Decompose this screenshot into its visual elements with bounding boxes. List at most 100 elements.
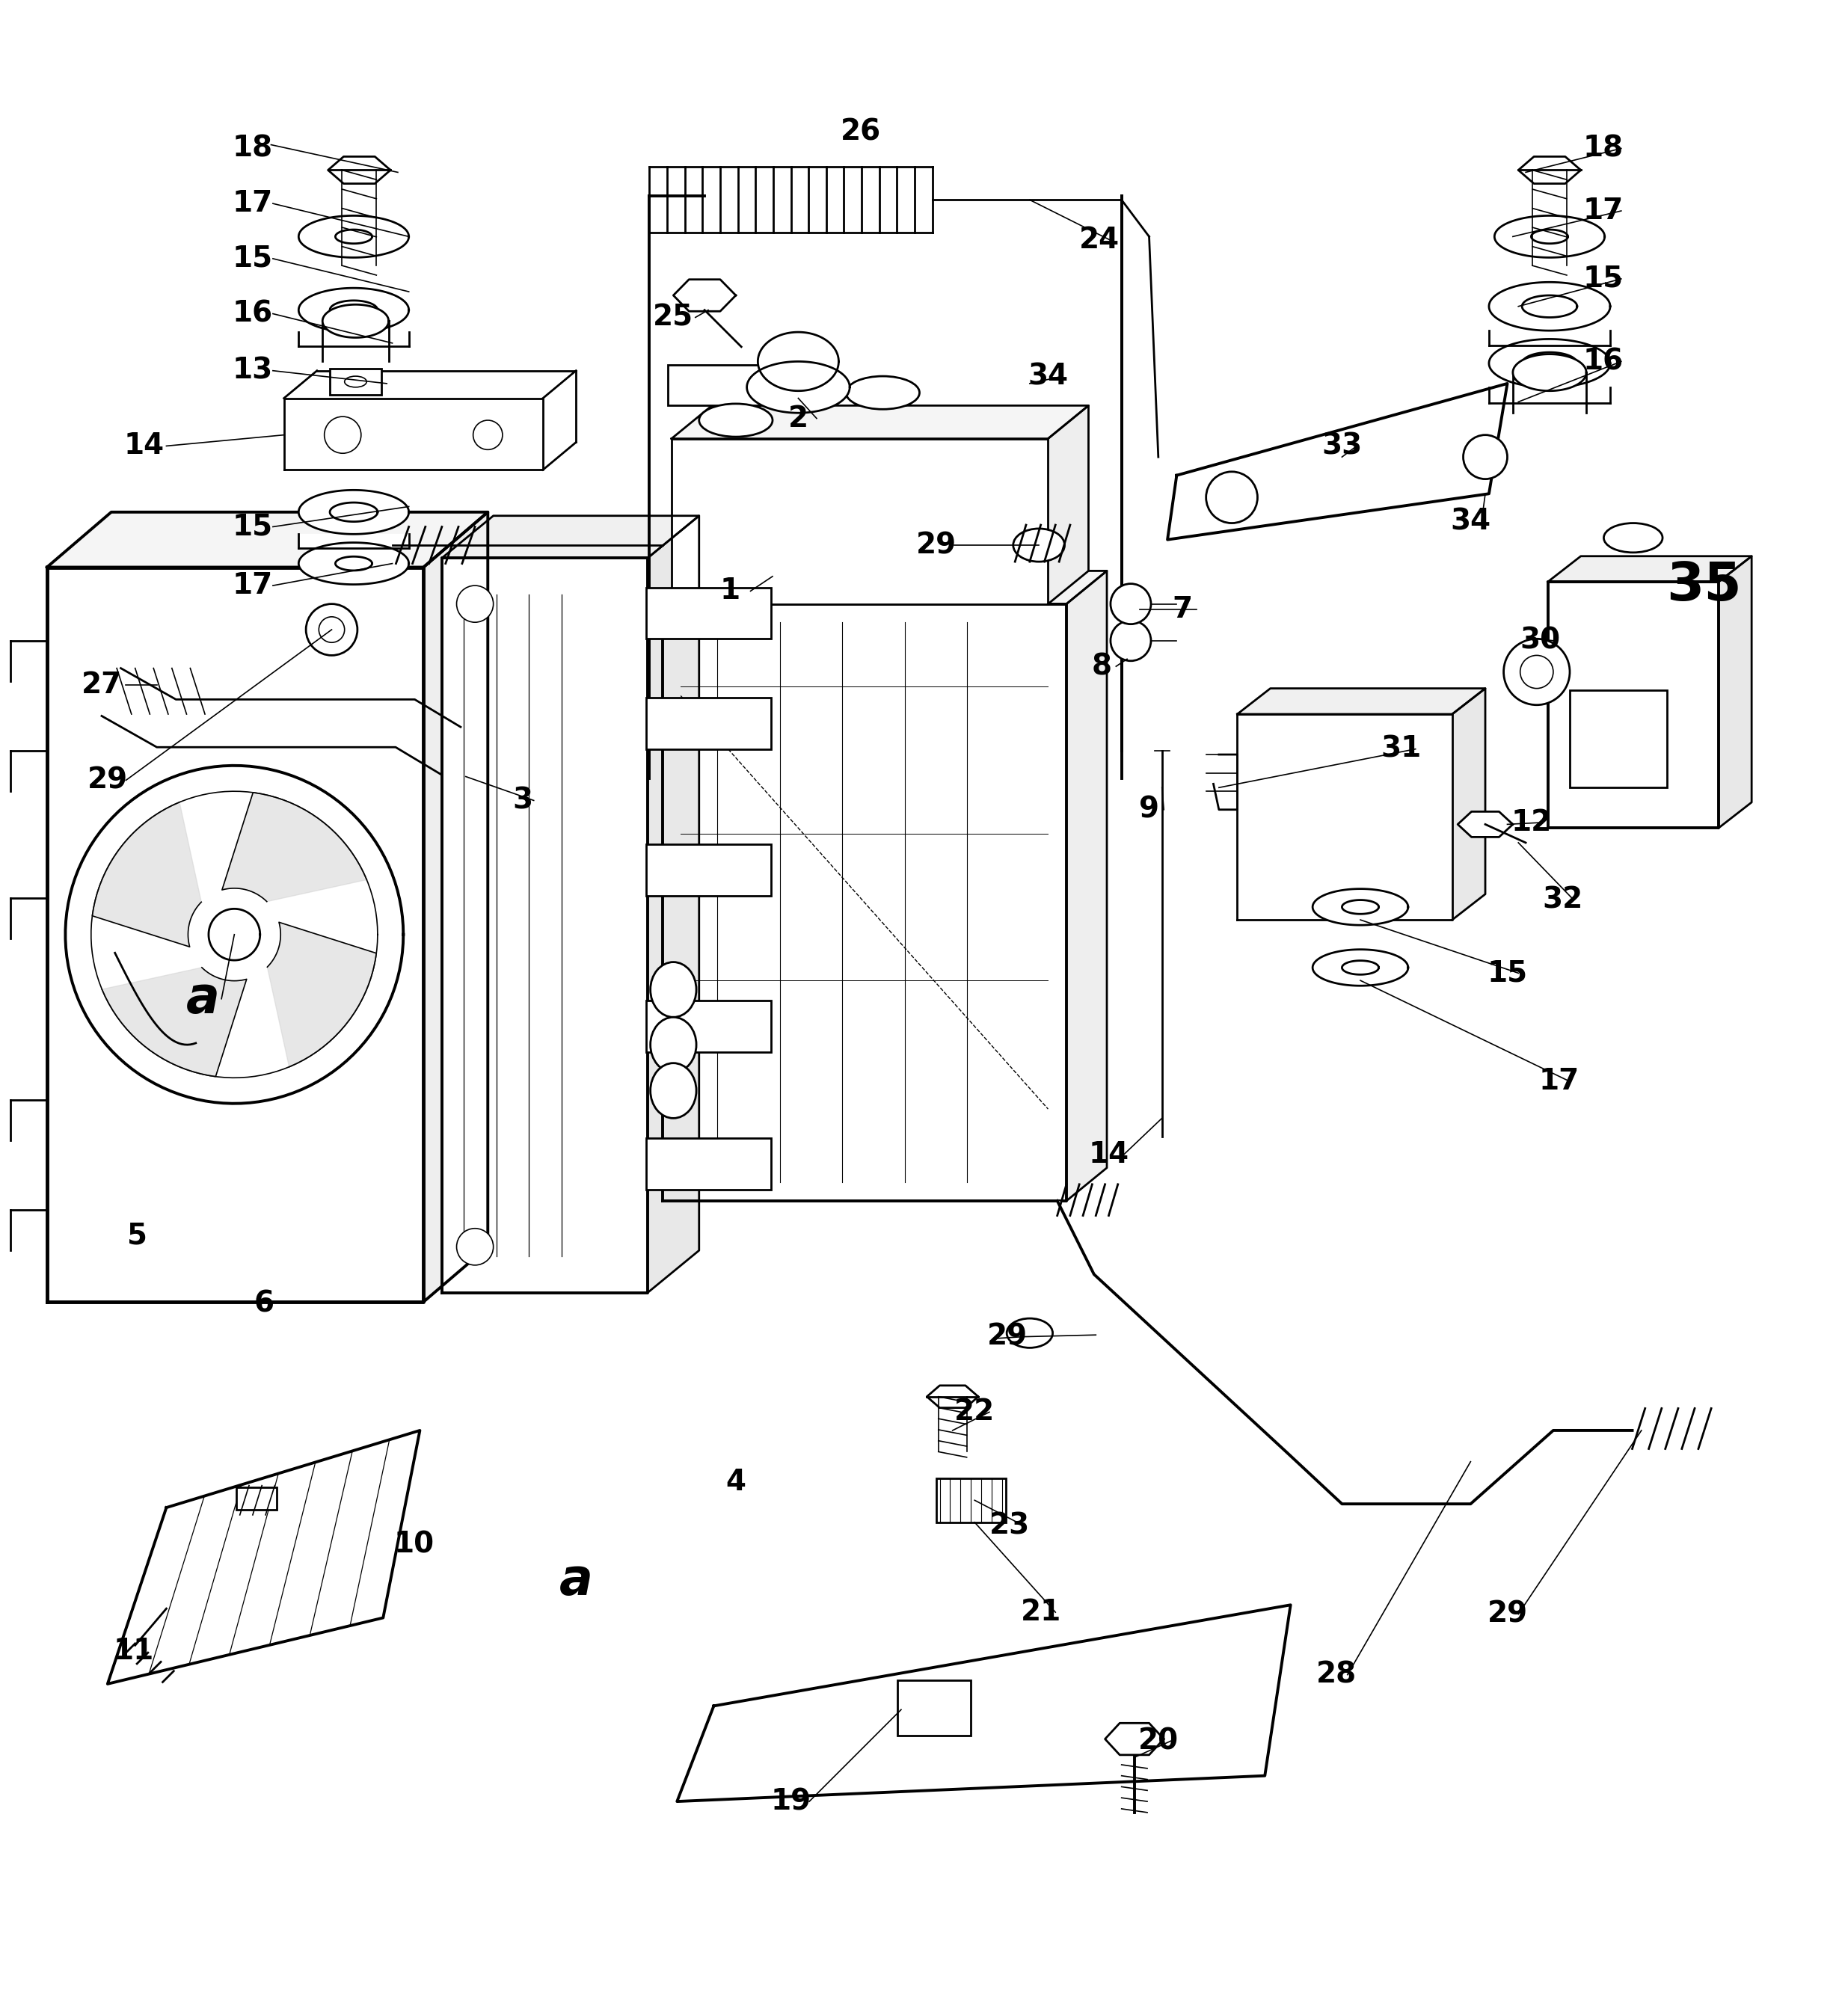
Text: 25: 25 xyxy=(653,302,693,331)
Polygon shape xyxy=(1214,754,1238,810)
Polygon shape xyxy=(322,304,388,337)
Polygon shape xyxy=(1168,383,1508,540)
Text: 33: 33 xyxy=(1322,431,1363,460)
Polygon shape xyxy=(92,802,200,948)
Text: 17: 17 xyxy=(1583,198,1624,226)
Text: 34: 34 xyxy=(1451,508,1491,536)
Text: a: a xyxy=(186,974,221,1024)
Ellipse shape xyxy=(651,962,697,1018)
Text: 30: 30 xyxy=(1521,627,1561,655)
Polygon shape xyxy=(1238,687,1486,714)
Bar xyxy=(645,1000,771,1052)
Text: 18: 18 xyxy=(1583,135,1624,163)
Polygon shape xyxy=(647,516,699,1292)
Polygon shape xyxy=(1057,1202,1633,1504)
Circle shape xyxy=(456,1228,493,1266)
Circle shape xyxy=(473,419,502,450)
Polygon shape xyxy=(927,1385,978,1407)
Polygon shape xyxy=(1313,950,1409,986)
Text: 15: 15 xyxy=(1583,264,1624,292)
Text: 7: 7 xyxy=(1171,595,1192,623)
Circle shape xyxy=(1111,585,1151,625)
Polygon shape xyxy=(1490,387,1611,403)
Polygon shape xyxy=(1548,583,1719,829)
Polygon shape xyxy=(322,321,388,361)
Text: 24: 24 xyxy=(1079,226,1120,254)
Polygon shape xyxy=(758,333,839,391)
Polygon shape xyxy=(48,512,487,566)
Polygon shape xyxy=(662,605,1067,1202)
Polygon shape xyxy=(662,571,1107,605)
Text: 32: 32 xyxy=(1543,885,1583,913)
Text: 19: 19 xyxy=(771,1788,811,1816)
Polygon shape xyxy=(673,280,736,310)
Circle shape xyxy=(305,605,357,655)
Ellipse shape xyxy=(699,403,772,437)
Circle shape xyxy=(324,417,360,454)
Polygon shape xyxy=(298,542,408,585)
Text: 34: 34 xyxy=(1028,363,1068,391)
Ellipse shape xyxy=(846,377,920,409)
Text: 23: 23 xyxy=(989,1512,1030,1540)
Polygon shape xyxy=(1238,714,1453,919)
Polygon shape xyxy=(298,490,408,534)
Bar xyxy=(936,1478,1006,1522)
Bar xyxy=(645,845,771,895)
Text: 8: 8 xyxy=(1091,651,1111,681)
Text: 2: 2 xyxy=(789,405,809,433)
Text: a: a xyxy=(559,1556,592,1605)
Ellipse shape xyxy=(1006,1318,1052,1349)
Polygon shape xyxy=(1513,355,1587,391)
Polygon shape xyxy=(298,333,408,347)
Text: 3: 3 xyxy=(513,786,533,814)
Text: 9: 9 xyxy=(1138,796,1159,825)
Text: 17: 17 xyxy=(232,571,272,601)
Text: 14: 14 xyxy=(123,431,164,460)
Polygon shape xyxy=(327,157,390,183)
Polygon shape xyxy=(298,288,408,333)
Ellipse shape xyxy=(1604,522,1662,552)
Circle shape xyxy=(318,617,344,643)
Text: 16: 16 xyxy=(232,300,272,329)
Text: 15: 15 xyxy=(1488,960,1528,988)
Text: 21: 21 xyxy=(1021,1599,1061,1627)
Text: 14: 14 xyxy=(1089,1141,1129,1169)
Polygon shape xyxy=(1519,157,1582,183)
Circle shape xyxy=(1206,472,1258,522)
Text: 10: 10 xyxy=(394,1530,434,1558)
Text: 26: 26 xyxy=(840,117,881,145)
Polygon shape xyxy=(747,361,850,413)
Polygon shape xyxy=(441,558,647,1292)
Polygon shape xyxy=(298,534,408,548)
Circle shape xyxy=(456,585,493,623)
Bar xyxy=(1571,689,1668,788)
Circle shape xyxy=(1521,655,1554,687)
Polygon shape xyxy=(671,405,1089,439)
Polygon shape xyxy=(1458,812,1513,837)
Text: 6: 6 xyxy=(254,1290,274,1318)
Polygon shape xyxy=(423,512,487,1302)
Text: 13: 13 xyxy=(232,357,272,385)
Polygon shape xyxy=(1313,889,1409,925)
Bar xyxy=(645,587,771,639)
Bar xyxy=(235,1488,276,1510)
Text: 1: 1 xyxy=(721,577,741,605)
Polygon shape xyxy=(1490,331,1611,347)
Text: 15: 15 xyxy=(232,512,272,540)
Polygon shape xyxy=(1105,1724,1164,1754)
Polygon shape xyxy=(208,909,259,960)
Polygon shape xyxy=(298,216,408,258)
Circle shape xyxy=(1464,435,1508,480)
Text: 28: 28 xyxy=(1317,1661,1357,1689)
Text: 4: 4 xyxy=(726,1468,747,1496)
Ellipse shape xyxy=(651,1062,697,1119)
Text: 29: 29 xyxy=(916,530,956,558)
Polygon shape xyxy=(107,1431,419,1683)
Bar xyxy=(645,698,771,750)
Text: 17: 17 xyxy=(1539,1066,1580,1095)
Text: 16: 16 xyxy=(1583,347,1624,375)
Text: 20: 20 xyxy=(1138,1726,1179,1756)
Bar xyxy=(645,1139,771,1189)
Polygon shape xyxy=(283,399,543,470)
Polygon shape xyxy=(1490,282,1611,331)
